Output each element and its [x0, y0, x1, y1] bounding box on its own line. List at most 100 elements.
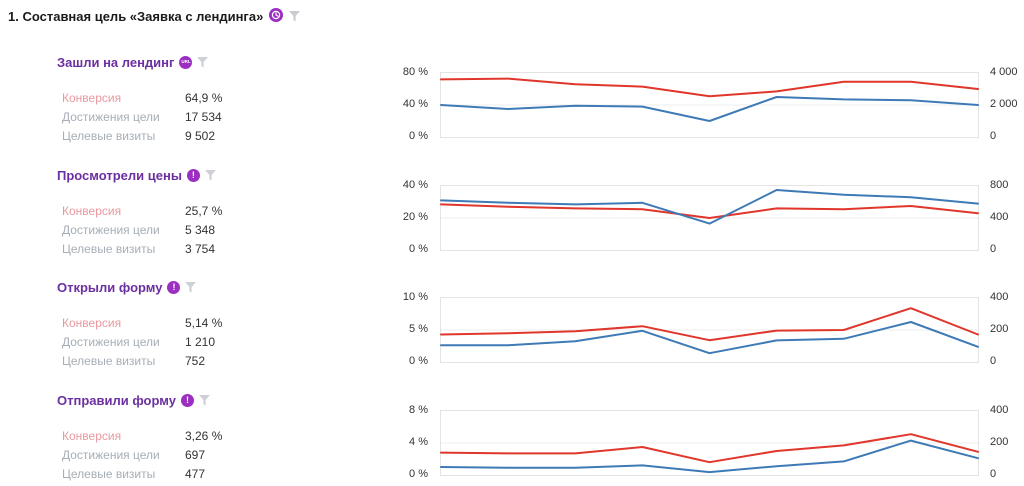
goal-title[interactable]: Отправили форму ! — [57, 393, 210, 408]
goal-title[interactable]: Зашли на лендинг URL — [57, 55, 209, 70]
composite-goal-icon — [269, 8, 284, 25]
stat-row-goal-reaches: Достижения цели 5 348 — [62, 220, 222, 239]
axis-tick-label: 0 % — [409, 130, 428, 142]
goal-title[interactable]: Открыли форму ! — [57, 280, 197, 295]
target-visits-label: Целевые визиты — [62, 128, 156, 143]
goal-title-text: Отправили форму — [57, 393, 176, 408]
axis-tick-label: 400 — [990, 404, 1009, 416]
axis-tick-label: 80 % — [402, 66, 428, 78]
stat-row-target-visits: Целевые визиты 477 — [62, 464, 222, 483]
chart-left-axis: 10 % 5 % 0 % — [390, 291, 428, 367]
axis-tick-label: 0 % — [409, 355, 428, 367]
goal-title[interactable]: Просмотрели цены ! — [57, 168, 216, 183]
chart-right-axis: 4 000 2 000 0 — [990, 66, 1024, 142]
goal-stats: Конверсия 3,26 % Достижения цели 697 Цел… — [62, 426, 222, 483]
stat-row-conversion: Конверсия 25,7 % — [62, 201, 222, 220]
axis-tick-label: 0 — [990, 243, 997, 255]
target-visits-value: 9 502 — [185, 128, 216, 143]
goal-chart: 40 % 20 % 0 % 800 400 0 — [390, 179, 1024, 255]
line-chart-svg — [440, 433, 979, 474]
filter-icon[interactable] — [185, 282, 197, 293]
axis-tick-label: 8 % — [409, 404, 428, 416]
conversion-label: Конверсия — [62, 203, 122, 218]
goal-chart: 80 % 40 % 0 % 4 000 2 000 0 — [390, 66, 1024, 142]
conversion-label: Конверсия — [62, 428, 122, 443]
goal-header-title: 1. Составная цель «Заявка с лендинга» — [8, 9, 264, 24]
target-visits-value: 477 — [185, 466, 206, 481]
goal-stats: Конверсия 5,14 % Достижения цели 1 210 Ц… — [62, 313, 222, 370]
axis-tick-label: 0 — [990, 355, 997, 367]
target-visits-label: Целевые визиты — [62, 466, 156, 481]
conversion-value: 64,9 % — [185, 90, 223, 105]
target-visits-value: 752 — [185, 353, 206, 368]
stat-row-goal-reaches: Достижения цели 1 210 — [62, 332, 222, 351]
goal-reaches-value: 5 348 — [185, 222, 216, 237]
goal-stats: Конверсия 64,9 % Достижения цели 17 534 … — [62, 88, 222, 145]
chart-left-axis: 40 % 20 % 0 % — [390, 179, 428, 255]
goal-title-text: Зашли на лендинг — [57, 55, 175, 70]
axis-tick-label: 0 — [990, 130, 997, 142]
axis-tick-label: 20 % — [402, 211, 428, 223]
axis-tick-label: 200 — [990, 323, 1009, 335]
goal-chart: 10 % 5 % 0 % 400 200 0 — [390, 291, 1024, 367]
chart-plot[interactable] — [440, 185, 979, 251]
stat-row-conversion: Конверсия 3,26 % — [62, 426, 222, 445]
chart-right-axis: 800 400 0 — [990, 179, 1024, 255]
event-goal-type-icon: ! — [186, 169, 200, 182]
axis-tick-label: 40 % — [402, 179, 428, 191]
line-chart-svg — [440, 307, 979, 355]
axis-tick-label: 800 — [990, 179, 1009, 191]
axis-tick-label: 400 — [990, 211, 1009, 223]
line-chart-svg — [440, 189, 979, 225]
chart-plot[interactable] — [440, 410, 979, 476]
goal-reaches-value: 697 — [185, 447, 206, 462]
conversion-value: 5,14 % — [185, 315, 223, 330]
axis-tick-label: 40 % — [402, 98, 428, 110]
axis-tick-label: 0 % — [409, 243, 428, 255]
chart-left-axis: 80 % 40 % 0 % — [390, 66, 428, 142]
conversion-label: Конверсия — [62, 315, 122, 330]
filter-icon[interactable] — [198, 395, 210, 406]
stat-row-conversion: Конверсия 5,14 % — [62, 313, 222, 332]
chart-right-axis: 400 200 0 — [990, 404, 1024, 480]
stat-row-target-visits: Целевые визиты 3 754 — [62, 239, 222, 258]
goal-reaches-value: 17 534 — [185, 109, 222, 124]
goal-reaches-value: 1 210 — [185, 334, 216, 349]
goal-reaches-label: Достижения цели — [62, 334, 160, 349]
goal-header: 1. Составная цель «Заявка с лендинга» — [8, 8, 301, 25]
goal-title-text: Просмотрели цены — [57, 168, 182, 183]
chart-left-axis: 8 % 4 % 0 % — [390, 404, 428, 480]
goal-reaches-label: Достижения цели — [62, 222, 160, 237]
target-visits-value: 3 754 — [185, 241, 216, 256]
filter-icon[interactable] — [197, 57, 209, 68]
axis-tick-label: 4 000 — [990, 66, 1018, 78]
axis-tick-label: 2 000 — [990, 98, 1018, 110]
line-chart-svg — [440, 77, 979, 122]
stat-row-goal-reaches: Достижения цели 17 534 — [62, 107, 222, 126]
goal-section: Отправили форму ! Конверсия 3,26 % Дости… — [0, 390, 1024, 486]
goal-stats: Конверсия 25,7 % Достижения цели 5 348 Ц… — [62, 201, 222, 258]
goal-reaches-label: Достижения цели — [62, 447, 160, 462]
target-visits-label: Целевые визиты — [62, 241, 156, 256]
url-goal-type-icon: URL — [179, 56, 193, 69]
stat-row-target-visits: Целевые визиты 752 — [62, 351, 222, 370]
axis-tick-label: 0 — [990, 468, 997, 480]
goal-section: Зашли на лендинг URL Конверсия 64,9 % До… — [0, 52, 1024, 164]
target-visits-label: Целевые визиты — [62, 353, 156, 368]
goal-chart: 8 % 4 % 0 % 400 200 0 — [390, 404, 1024, 480]
conversion-label: Конверсия — [62, 90, 122, 105]
stat-row-goal-reaches: Достижения цели 697 — [62, 445, 222, 464]
filter-icon[interactable] — [204, 170, 216, 181]
goal-section: Просмотрели цены ! Конверсия 25,7 % Дост… — [0, 165, 1024, 277]
axis-tick-label: 5 % — [409, 323, 428, 335]
goal-section: Открыли форму ! Конверсия 5,14 % Достиже… — [0, 277, 1024, 389]
axis-tick-label: 200 — [990, 436, 1009, 448]
chart-plot[interactable] — [440, 72, 979, 138]
conversion-value: 25,7 % — [185, 203, 223, 218]
goal-reaches-label: Достижения цели — [62, 109, 160, 124]
filter-icon[interactable] — [289, 11, 301, 22]
axis-tick-label: 0 % — [409, 468, 428, 480]
goal-title-text: Открыли форму — [57, 280, 163, 295]
chart-plot[interactable] — [440, 297, 979, 363]
